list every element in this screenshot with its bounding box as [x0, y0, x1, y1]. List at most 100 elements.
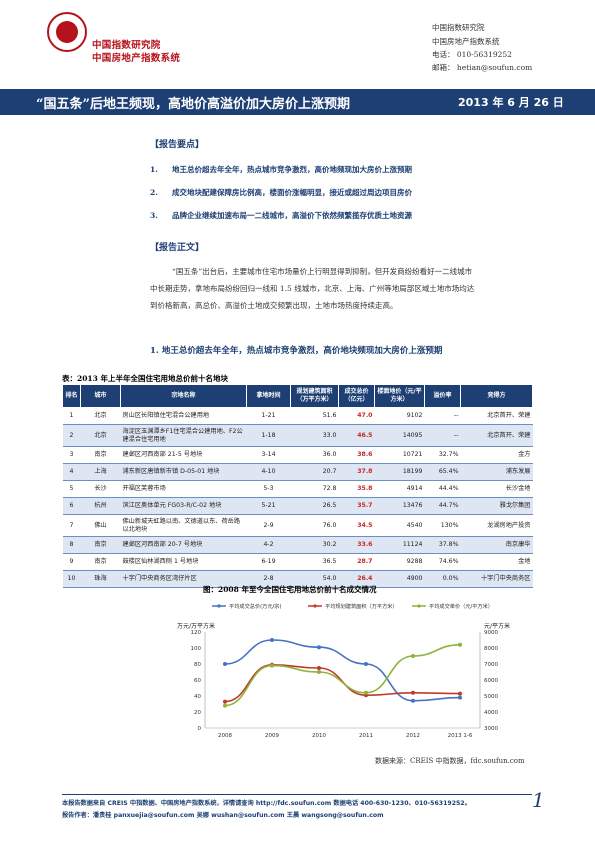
cell-floor-price: 9288: [374, 553, 425, 571]
data-point: [317, 670, 321, 674]
cell-premium: --: [424, 407, 461, 425]
data-point: [458, 642, 462, 647]
col-rank: 排名: [62, 384, 81, 408]
col-premium: 溢价率: [424, 384, 461, 408]
cell-city: 珠海: [80, 570, 121, 588]
data-source: 数据来源：CREIS 中指数据，fdc.soufun.com: [375, 757, 525, 765]
right-tick-label: 6000: [484, 678, 498, 684]
cell-total: 34.5: [338, 514, 375, 537]
cell-date: 1-21: [246, 407, 291, 425]
legend-marker: [417, 604, 421, 608]
footer-line1: 本报告数据来自 CREIS 中指数据、中国房地产指数系统，详情请查询 http:…: [62, 800, 471, 807]
x-tick-label: 2008: [218, 733, 232, 739]
cell-area: 76.0: [290, 514, 339, 537]
table-row: 1 北京 房山区长阳镇住宅混合公建用地 1-21 51.6 47.0 9102 …: [62, 407, 533, 425]
data-point: [270, 638, 274, 642]
cell-city: 杭州: [80, 497, 121, 515]
contact-phone: 电话： 010-56319252: [432, 50, 512, 59]
x-tick-label: 2013 1-6: [448, 733, 473, 739]
cell-rank: 3: [62, 446, 81, 464]
cell-premium: 44.7%: [424, 497, 461, 515]
cell-area: 72.8: [290, 480, 339, 498]
table-header-row: 排名 城市 宗地名称 拿地时间 规划建筑面积（万平方米） 成交总价（亿元） 楼面…: [62, 384, 533, 408]
cell-premium: 74.6%: [424, 553, 461, 571]
x-tick-label: 2012: [406, 733, 420, 739]
cell-name: 房山区长阳镇住宅混合公建用地: [120, 407, 247, 425]
cell-floor-price: 18199: [374, 463, 425, 481]
table-row: 7 佛山 佛山新城天虹路以南、文德道以东、荷岳路以北地块 2-9 76.0 34…: [62, 514, 533, 537]
summary-point-3: 3. 品牌企业继续加速布局一二线城市，高溢价下依然频繁揽存优质土地资源: [150, 211, 412, 220]
left-tick-label: 60: [194, 678, 201, 684]
x-tick-label: 2011: [359, 733, 373, 739]
col-area: 规划建筑面积（万平方米）: [290, 384, 339, 408]
cell-buyer: 十字门中央商务区: [460, 570, 533, 588]
cell-name: 建邺区河西南部 21-5 号地块: [120, 446, 247, 464]
cell-buyer: 北京首开、荣建: [460, 424, 533, 447]
cell-rank: 8: [62, 536, 81, 554]
cell-floor-price: 11124: [374, 536, 425, 554]
left-axis-label: 万元/万平方米: [177, 622, 215, 630]
cell-rank: 4: [62, 463, 81, 481]
left-tick-label: 0: [198, 726, 202, 732]
col-floor-price: 楼面地价（元/平方米）: [374, 384, 425, 408]
cell-buyer: 南京康华: [460, 536, 533, 554]
cell-total: 35.8: [338, 480, 375, 498]
contact-email: 邮箱： hetian@soufun.com: [432, 63, 533, 72]
cell-city: 南京: [80, 553, 121, 571]
data-point: [317, 645, 321, 650]
cell-total: 46.5: [338, 424, 375, 447]
cell-rank: 2: [62, 424, 81, 447]
data-point: [223, 703, 227, 708]
cell-premium: 32.7%: [424, 446, 461, 464]
left-tick-label: 20: [194, 710, 201, 716]
cell-city: 南京: [80, 536, 121, 554]
cell-date: 1-18: [246, 424, 291, 447]
cell-buyer: 北京首开、荣建: [460, 407, 533, 425]
cell-buyer: 金方: [460, 446, 533, 464]
sub-heading: 1. 地王总价超去年全年，热点城市竞争激烈，高价地块频现加大房价上涨预期: [150, 346, 443, 356]
left-tick-label: 40: [194, 694, 201, 700]
data-point: [270, 663, 274, 668]
cell-date: 5-3: [246, 480, 291, 498]
left-tick-label: 120: [191, 630, 202, 636]
cell-premium: 0.0%: [424, 570, 461, 588]
body-heading: 【报告正文】: [150, 243, 205, 253]
cell-floor-price: 4540: [374, 514, 425, 537]
cell-floor-price: 4900: [374, 570, 425, 588]
summary-heading: 【报告要点】: [150, 140, 205, 150]
contact-org1: 中国指数研究院: [432, 23, 485, 32]
cell-floor-price: 9102: [374, 407, 425, 425]
table-caption: 表：2013 年上半年全国住宅用地总价前十名地块: [62, 374, 228, 383]
cell-city: 北京: [80, 424, 121, 447]
table-row: 3 南京 建邺区河西南部 21-5 号地块 3-14 36.0 38.6 107…: [62, 446, 533, 464]
cell-city: 南京: [80, 446, 121, 464]
cell-area: 54.0: [290, 570, 339, 588]
data-point: [411, 690, 415, 695]
cell-premium: 44.4%: [424, 480, 461, 498]
cell-total: 28.7: [338, 553, 375, 571]
cell-date: 5-21: [246, 497, 291, 515]
data-point: [458, 691, 462, 696]
cell-city: 佛山: [80, 514, 121, 537]
cell-total: 37.8: [338, 463, 375, 481]
cell-rank: 10: [62, 570, 81, 588]
body-paragraph-line2: 中长期走势，拿地布局纷纷回归一线和 1.5 线城市，北京、上海、广州等地局部区域…: [150, 284, 475, 293]
cell-city: 长沙: [80, 480, 121, 498]
cell-premium: --: [424, 424, 461, 447]
report-title: “国五条”后地王频现，高地价高溢价加大房价上涨预期: [36, 97, 350, 112]
cell-date: 6-19: [246, 553, 291, 571]
cell-name: 十字门中央商务区湾仔片区: [120, 570, 247, 588]
left-tick-label: 100: [191, 646, 202, 652]
cell-city: 北京: [80, 407, 121, 425]
right-tick-label: 7000: [484, 662, 498, 668]
data-point: [411, 654, 415, 658]
cell-area: 30.2: [290, 536, 339, 554]
footer-authors: 报告作者：潘贵桂 panxuejia@soufun.com 吴娜 wushan@…: [62, 812, 384, 819]
col-buyer: 竞得方: [460, 384, 533, 408]
right-tick-label: 3000: [484, 726, 498, 732]
cell-total: 38.6: [338, 446, 375, 464]
x-tick-label: 2009: [265, 733, 279, 739]
cell-area: 26.5: [290, 497, 339, 515]
cell-premium: 130%: [424, 514, 461, 537]
cell-buyer: 长沙金地: [460, 480, 533, 498]
